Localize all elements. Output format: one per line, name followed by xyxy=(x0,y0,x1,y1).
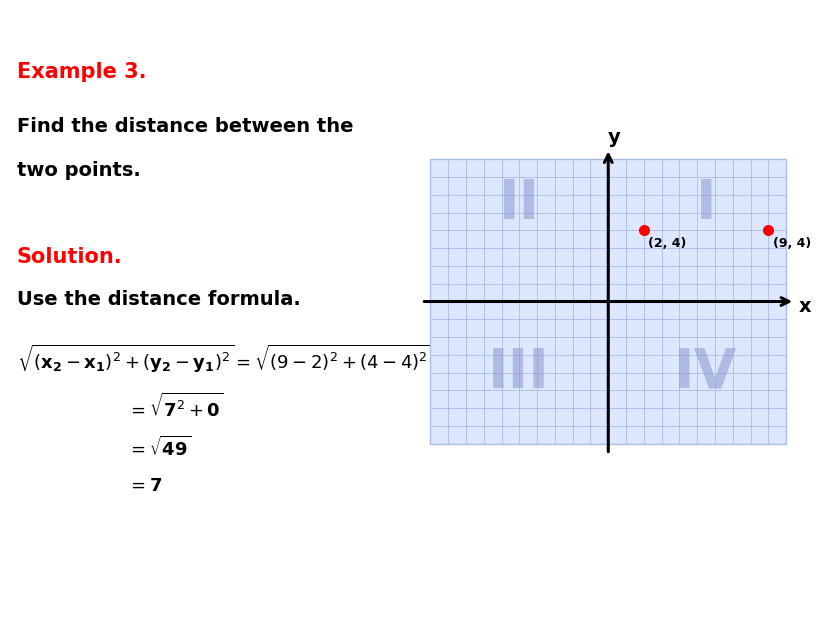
Text: Find the distance between the: Find the distance between the xyxy=(17,117,353,137)
Bar xyxy=(430,159,786,444)
Text: y: y xyxy=(608,128,620,146)
Text: $\sqrt{(\mathit{\mathbf{x}}_{\mathbf{2}}-\mathit{\mathbf{x}}_{\mathbf{1}})^2+(\m: $\sqrt{(\mathit{\mathbf{x}}_{\mathbf{2}}… xyxy=(17,343,432,375)
Text: two points.: two points. xyxy=(17,161,141,180)
Text: IV: IV xyxy=(674,345,738,400)
Text: (9, 4): (9, 4) xyxy=(773,237,811,250)
Text: $=\mathbf{7}$: $=\mathbf{7}$ xyxy=(127,477,162,495)
Text: II: II xyxy=(499,177,540,231)
Text: (2, 4): (2, 4) xyxy=(648,237,686,250)
Text: Example 3.: Example 3. xyxy=(17,62,147,82)
Text: $=\sqrt{\mathbf{49}}$: $=\sqrt{\mathbf{49}}$ xyxy=(127,436,191,460)
Text: x: x xyxy=(798,297,812,316)
Text: Solution.: Solution. xyxy=(17,247,123,267)
Text: Use the distance formula.: Use the distance formula. xyxy=(17,290,301,310)
Text: $=\sqrt{\mathbf{7}^2+\mathbf{0}}$: $=\sqrt{\mathbf{7}^2+\mathbf{0}}$ xyxy=(127,392,224,421)
Text: III: III xyxy=(489,345,550,400)
Text: I: I xyxy=(695,177,716,231)
